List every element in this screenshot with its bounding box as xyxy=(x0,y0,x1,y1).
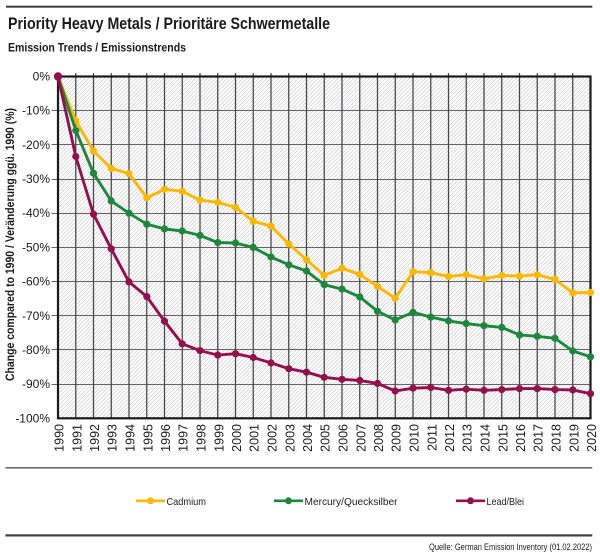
svg-text:-40%: -40% xyxy=(22,206,50,220)
svg-text:Lead/Blei: Lead/Blei xyxy=(487,496,525,508)
svg-text:2016: 2016 xyxy=(514,424,528,452)
svg-text:1993: 1993 xyxy=(106,424,120,452)
svg-text:1991: 1991 xyxy=(70,424,84,452)
svg-text:1999: 1999 xyxy=(212,424,226,452)
svg-text:Mercury/Quecksilber: Mercury/Quecksilber xyxy=(305,496,398,508)
svg-text:1998: 1998 xyxy=(195,424,209,452)
svg-text:2004: 2004 xyxy=(301,424,315,452)
svg-text:Cadmium: Cadmium xyxy=(167,496,207,508)
svg-text:2003: 2003 xyxy=(283,424,297,452)
svg-text:2008: 2008 xyxy=(372,424,386,452)
svg-text:2019: 2019 xyxy=(567,424,581,452)
svg-text:2011: 2011 xyxy=(425,424,439,451)
svg-text:2000: 2000 xyxy=(230,424,244,452)
svg-text:2010: 2010 xyxy=(408,424,422,452)
svg-text:-100%: -100% xyxy=(15,411,50,425)
svg-text:-50%: -50% xyxy=(22,240,50,254)
svg-text:2018: 2018 xyxy=(550,424,564,452)
svg-text:1992: 1992 xyxy=(88,424,102,452)
svg-text:2012: 2012 xyxy=(443,424,457,452)
svg-text:0%: 0% xyxy=(33,70,51,84)
svg-text:-30%: -30% xyxy=(22,172,50,186)
svg-text:Change compared to 1990 / Verä: Change compared to 1990 / Veränderung gg… xyxy=(3,108,17,381)
svg-text:Quelle: German Emission Invent: Quelle: German Emission Inventory (01.02… xyxy=(429,542,592,553)
svg-text:-70%: -70% xyxy=(22,309,50,323)
svg-text:2006: 2006 xyxy=(337,424,351,452)
svg-text:1997: 1997 xyxy=(177,424,191,452)
svg-text:2009: 2009 xyxy=(390,424,404,452)
svg-text:-20%: -20% xyxy=(22,138,50,152)
svg-text:2007: 2007 xyxy=(354,424,368,452)
svg-text:2013: 2013 xyxy=(461,424,475,452)
svg-text:1994: 1994 xyxy=(124,424,138,452)
svg-text:2005: 2005 xyxy=(319,424,333,452)
svg-text:-90%: -90% xyxy=(22,377,50,391)
svg-text:Priority Heavy Metals / Priori: Priority Heavy Metals / Prioritäre Schwe… xyxy=(8,14,330,33)
svg-text:2017: 2017 xyxy=(532,424,546,452)
svg-text:-10%: -10% xyxy=(22,104,50,118)
svg-text:2001: 2001 xyxy=(248,424,262,452)
svg-text:Emission Trends / Emissionstre: Emission Trends / Emissionstrends xyxy=(8,43,186,55)
svg-text:2020: 2020 xyxy=(585,424,599,452)
svg-text:1990: 1990 xyxy=(53,424,67,452)
svg-text:1995: 1995 xyxy=(141,424,155,452)
svg-text:1996: 1996 xyxy=(159,424,173,452)
svg-text:2014: 2014 xyxy=(479,424,493,452)
svg-text:-60%: -60% xyxy=(22,275,50,289)
svg-text:2015: 2015 xyxy=(496,424,510,452)
svg-text:2002: 2002 xyxy=(266,424,280,452)
svg-text:-80%: -80% xyxy=(22,343,50,357)
